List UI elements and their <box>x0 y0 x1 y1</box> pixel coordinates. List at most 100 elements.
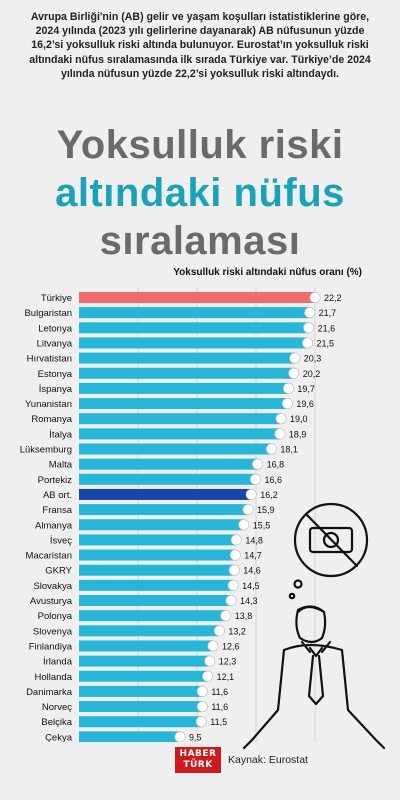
value-label: 20,3 <box>304 354 322 364</box>
value-label: 14,5 <box>242 581 260 591</box>
title-line-3: sıralaması <box>99 219 301 263</box>
flag-icon <box>274 428 286 440</box>
bar <box>79 701 203 713</box>
flag-icon <box>230 534 242 546</box>
value-label: 16,2 <box>260 490 278 500</box>
flag-icon <box>213 625 225 637</box>
category-label: Portekiz <box>38 475 73 486</box>
bar <box>79 534 237 546</box>
category-label: Türkiye <box>41 293 72 304</box>
value-label: 13,2 <box>228 626 246 636</box>
flag-icon <box>174 731 186 742</box>
bar <box>79 595 232 606</box>
value-label: 14,6 <box>243 566 261 576</box>
category-label: Macaristan <box>26 551 72 562</box>
bar <box>79 382 289 394</box>
intro-paragraph: Avrupa Birliği'nin (AB) gelir ve yaşam k… <box>29 11 371 80</box>
category-label: İtalya <box>49 429 72 440</box>
flag-icon <box>282 382 294 394</box>
category-label: Slovakya <box>33 581 72 592</box>
bar <box>79 428 280 440</box>
bar <box>79 473 256 485</box>
bar <box>79 610 226 622</box>
worried-person-illustration <box>242 502 386 750</box>
bar <box>79 731 180 742</box>
bar <box>79 488 252 500</box>
category-label: Slovenya <box>33 626 73 637</box>
bar <box>79 716 202 728</box>
value-label: 20,2 <box>303 369 321 379</box>
flag-icon <box>225 594 237 606</box>
category-label: Danimarka <box>26 687 73 698</box>
bar <box>79 443 272 455</box>
category-label: Yunanistan <box>25 399 72 410</box>
flag-icon <box>275 413 287 425</box>
bar-chart: Türkiye 22,2 Bulgaristan 21,7 Letonya 21,6 Lit… <box>20 288 342 742</box>
footer: HABER TÜRK Kaynak: Eurostat <box>0 744 400 774</box>
value-label: 16,6 <box>264 475 282 485</box>
haberturk-logo: HABER TÜRK <box>175 747 221 773</box>
value-label: 19,6 <box>296 399 314 409</box>
value-label: 21,5 <box>317 338 335 348</box>
category-label: Avusturya <box>30 596 73 607</box>
category-label: Lüksemburg <box>20 445 72 456</box>
value-label: 21,7 <box>319 308 337 318</box>
bar <box>79 413 281 425</box>
value-label: 14,8 <box>245 535 263 545</box>
value-label: 11,6 <box>211 687 228 697</box>
flag-icon <box>281 398 293 410</box>
flag-icon <box>196 701 208 713</box>
flag-icon <box>245 488 257 500</box>
value-label: 11,6 <box>211 702 228 712</box>
flag-icon <box>238 519 250 531</box>
bar <box>79 504 249 516</box>
bar <box>79 625 220 637</box>
value-label: 16,8 <box>267 460 285 470</box>
bar <box>79 670 208 682</box>
flag-icon <box>207 640 219 652</box>
category-label: GKRY <box>45 566 72 577</box>
category-label: Norveç <box>42 702 72 713</box>
title-line-2: altındaki nüfus <box>55 171 345 215</box>
bar <box>79 367 294 379</box>
flag-icon <box>229 549 241 561</box>
flag-icon <box>302 337 314 349</box>
bar <box>79 292 315 303</box>
category-label: Hırvatistan <box>27 354 72 365</box>
category-label: Fransa <box>42 505 72 516</box>
value-label: 9,5 <box>189 732 202 742</box>
flag-icon <box>242 504 254 516</box>
flag-icon <box>202 670 214 682</box>
bar <box>79 549 236 561</box>
value-label: 11,5 <box>210 717 227 727</box>
flag-icon <box>204 655 216 667</box>
flag-icon <box>228 564 240 576</box>
value-label: 15,9 <box>257 505 275 515</box>
flag-icon <box>309 292 321 303</box>
category-label: Finlandiya <box>29 641 73 652</box>
value-label: 12,1 <box>217 672 235 682</box>
bar <box>79 640 213 652</box>
category-label: Bulgaristan <box>24 308 72 319</box>
flag-icon <box>303 322 315 334</box>
flag-icon <box>249 473 261 485</box>
flag-icon <box>304 307 316 319</box>
category-label: Hollanda <box>35 672 73 683</box>
value-label: 18,1 <box>280 445 298 455</box>
bar <box>79 307 310 319</box>
bar <box>79 458 258 470</box>
value-label: 15,5 <box>253 520 271 530</box>
title-line-1: Yoksulluk riski <box>56 123 344 167</box>
source-text: Kaynak: Eurostat <box>228 754 308 766</box>
value-label: 19,0 <box>290 414 308 424</box>
value-label: 22,2 <box>324 293 342 303</box>
category-label: Romanya <box>31 414 72 425</box>
category-label: Estonya <box>38 369 73 380</box>
value-label: 12,3 <box>219 657 237 667</box>
logo-line-2: TÜRK <box>183 760 213 770</box>
value-label: 21,6 <box>318 323 336 333</box>
flag-icon <box>289 352 301 364</box>
value-label: 14,3 <box>240 596 258 606</box>
bar <box>79 579 234 591</box>
category-label: İspanya <box>39 384 73 395</box>
